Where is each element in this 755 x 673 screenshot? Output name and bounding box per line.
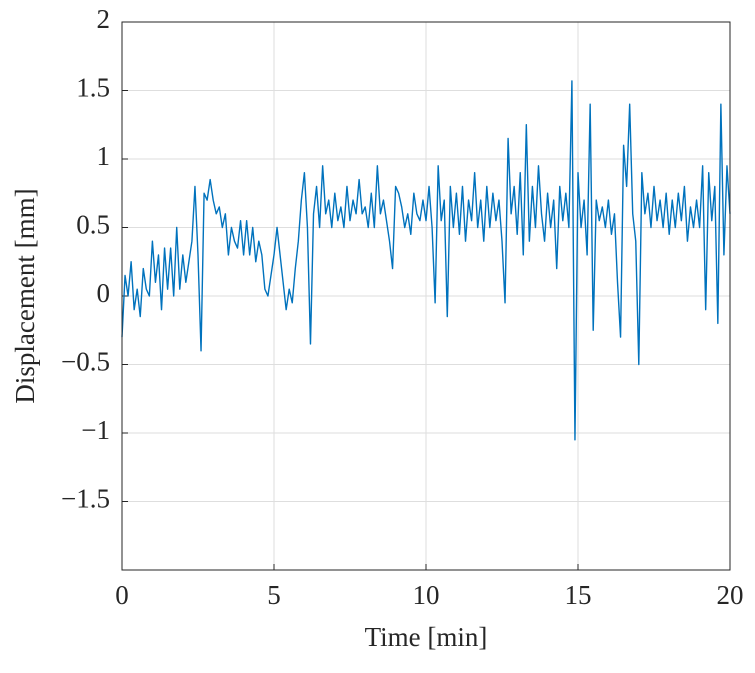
axes-box [121, 21, 731, 571]
x-axis-label: Time [min] [365, 622, 488, 652]
y-tick-label: −1 [81, 415, 110, 445]
x-tick-label: 20 [717, 580, 744, 610]
y-tick-label: 0 [97, 278, 111, 308]
x-tick-label: 5 [267, 580, 281, 610]
y-tick-label: 1 [97, 141, 111, 171]
y-tick-label: 0.5 [76, 210, 110, 240]
x-tick-label: 10 [413, 580, 440, 610]
y-axis-label: Displacement [mm] [10, 188, 40, 403]
y-tick-label: −1.5 [61, 484, 110, 514]
y-tick-label: 1.5 [76, 73, 110, 103]
data-line [121, 80, 731, 441]
y-tick-label: 2 [97, 4, 111, 34]
x-tick-label: 15 [565, 580, 592, 610]
y-tick-label: −0.5 [61, 347, 110, 377]
x-tick-label: 0 [115, 580, 129, 610]
